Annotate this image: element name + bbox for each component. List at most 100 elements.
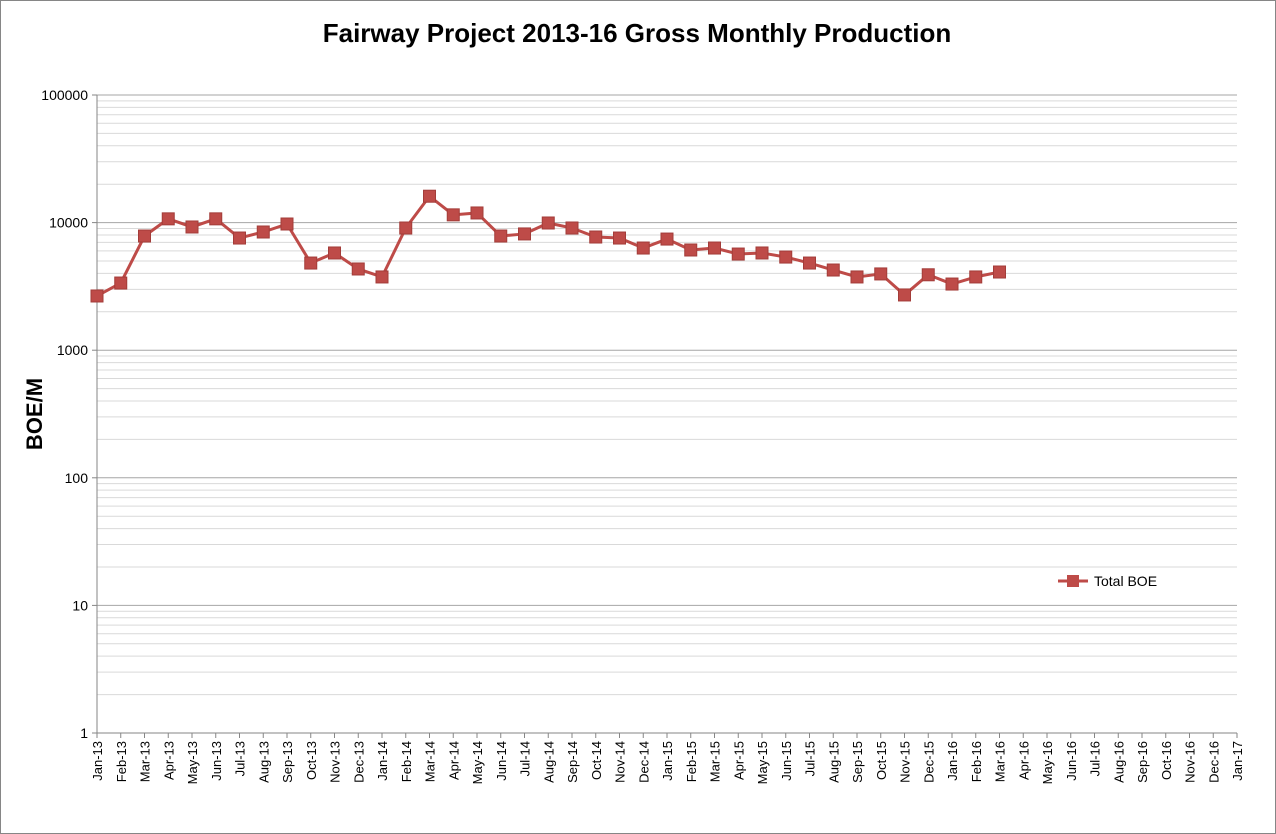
x-tick-label: May-16 (1040, 741, 1055, 784)
marker (280, 217, 294, 231)
x-tick-label: Nov-14 (613, 741, 628, 783)
marker (755, 246, 769, 260)
marker (304, 256, 318, 270)
x-tick-label: Sep-16 (1135, 741, 1150, 783)
x-tick-label: Jan-13 (90, 741, 105, 781)
y-tick-label: 1000 (57, 342, 88, 358)
x-tick-label: Dec-16 (1206, 741, 1221, 783)
x-tick-label: Apr-14 (446, 741, 461, 780)
x-tick-label: Dec-14 (636, 741, 651, 783)
x-tick-label: Oct-13 (304, 741, 319, 780)
plot (90, 189, 1006, 303)
marker (945, 277, 959, 291)
marker (613, 231, 626, 245)
marker (993, 265, 1006, 279)
x-tick-label: Mar-14 (423, 741, 438, 782)
y-tick-label: 10000 (49, 215, 88, 231)
x-tick-label: Jul-14 (518, 741, 533, 776)
marker (470, 206, 484, 220)
x-tick-label: Nov-13 (328, 741, 343, 783)
x-tick-label: Dec-13 (351, 741, 366, 783)
x-tick-label: Jun-13 (209, 741, 224, 781)
marker (114, 276, 128, 290)
y-axis-label: BOE/M (22, 378, 47, 450)
marker (256, 225, 270, 239)
chart-title: Fairway Project 2013-16 Gross Monthly Pr… (323, 18, 952, 48)
marker (898, 288, 911, 302)
x-tick-label: Nov-16 (1183, 741, 1198, 783)
marker (423, 189, 436, 203)
marker (708, 241, 721, 255)
marker (731, 247, 745, 261)
marker (636, 241, 650, 255)
x-tick-label: Jun-14 (494, 741, 509, 781)
x-tick-label: Oct-16 (1159, 741, 1174, 780)
x-tick-label: Sep-13 (280, 741, 295, 783)
x-tick-label: Jul-16 (1088, 741, 1103, 776)
x-tick-label: Feb-15 (684, 741, 699, 782)
x-tick-label: Dec-15 (921, 741, 936, 783)
marker (826, 263, 840, 277)
x-tick-label: Sep-14 (565, 741, 580, 783)
marker (233, 231, 246, 245)
marker (375, 270, 389, 284)
y-tick-label: 1 (80, 725, 88, 741)
x-tick-label: Aug-13 (256, 741, 271, 783)
x-tick-label: Oct-15 (874, 741, 889, 780)
y-tick-label: 10 (72, 597, 88, 613)
marker (446, 208, 460, 222)
x-tick-label: Feb-14 (399, 741, 414, 782)
x-tick-label: Jan-17 (1230, 741, 1245, 781)
y-tick-label: 100 (65, 470, 89, 486)
marker (803, 256, 816, 270)
x-tick-label: Apr-15 (731, 741, 746, 780)
x-tick-label: Feb-16 (969, 741, 984, 782)
x-tick-label: Apr-16 (1016, 741, 1031, 780)
x-tick-label: Jan-16 (945, 741, 960, 781)
marker (779, 250, 793, 264)
marker (589, 230, 603, 244)
marker (518, 227, 531, 241)
marker (541, 216, 555, 230)
x-tick-label: Nov-15 (898, 741, 913, 783)
marker (161, 212, 175, 226)
marker (494, 229, 508, 243)
y-tick-label: 100000 (41, 87, 88, 103)
legend-label: Total BOE (1094, 573, 1157, 589)
x-tick-label: Mar-13 (138, 741, 153, 782)
grid: 1 10 100 1000 10000 100000 Jan-13 Feb-13 Mar-13 A… (41, 87, 1245, 784)
x-tick-label: Aug-16 (1111, 741, 1126, 783)
x-tick-label: May-14 (470, 741, 485, 784)
x-tick-label: Jan-14 (375, 741, 390, 781)
x-tick-label: Feb-13 (114, 741, 129, 782)
marker (90, 289, 104, 303)
marker (874, 267, 888, 281)
x-tick-label: Jul-15 (803, 741, 818, 776)
marker (351, 262, 365, 276)
x-tick-label: Jun-16 (1064, 741, 1079, 781)
x-tick-label: Jun-15 (779, 741, 794, 781)
marker (328, 246, 341, 260)
x-tick-label: Apr-13 (161, 741, 176, 780)
x-tick-label: Sep-15 (850, 741, 865, 783)
x-tick-label: May-15 (755, 741, 770, 784)
marker (399, 221, 413, 235)
marker (921, 268, 935, 282)
marker (850, 270, 864, 284)
x-tick-label: Aug-14 (541, 741, 556, 783)
legend-marker (1067, 575, 1079, 587)
x-tick-label: Jul-13 (233, 741, 248, 776)
x-tick-label: Aug-15 (826, 741, 841, 783)
x-tick-label: Mar-15 (708, 741, 723, 782)
marker (969, 270, 983, 284)
marker (684, 243, 698, 257)
marker (138, 229, 151, 243)
marker (209, 212, 223, 226)
x-tick-label: Mar-16 (993, 741, 1008, 782)
marker (185, 220, 199, 234)
x-tick-label: Jan-15 (660, 741, 675, 781)
x-tick-label: Oct-14 (589, 741, 604, 780)
marker (565, 221, 579, 235)
marker (660, 232, 674, 246)
